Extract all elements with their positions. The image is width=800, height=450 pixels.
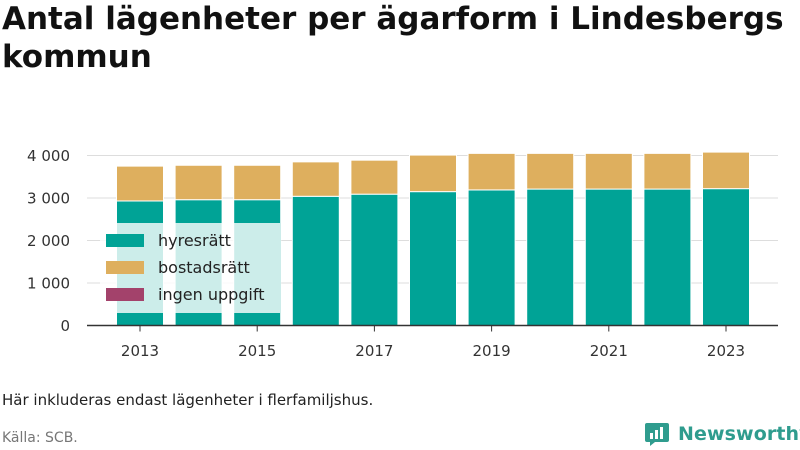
bar-bostadsrätt-2022	[643, 152, 692, 190]
legend-label-hyresrätt: hyresrätt	[158, 231, 231, 250]
y-tick-label: 1 000	[27, 275, 70, 293]
x-tick-label: 2021	[590, 342, 628, 360]
bar-bostadsrätt-2023	[702, 151, 750, 190]
bar-bostadsrätt-2013	[116, 165, 164, 202]
bar-hyresrätt-2018	[409, 191, 457, 326]
newsworthy-logo-icon	[645, 423, 669, 446]
x-tick-label: 2017	[355, 342, 393, 360]
legend-swatch-ingen-uppgift	[106, 288, 144, 301]
axes: 0 1 000 2 000 3 000 4 000 2013 2015 2017 2019 202…	[27, 147, 778, 360]
bar-bostadsrätt-2020	[526, 152, 575, 190]
x-tick-label: 2013	[121, 342, 159, 360]
bar-bostadsrätt-2019	[467, 152, 516, 191]
bar-hyresrätt-2017	[350, 193, 399, 326]
brand-name: Newsworthy	[678, 423, 800, 445]
y-tick-label: 3 000	[27, 190, 70, 208]
legend-label-bostadsrätt: bostadsrätt	[158, 258, 250, 277]
x-tick-label: 2015	[238, 342, 276, 360]
legend: hyresrätt bostadsrätt ingen uppgift	[100, 223, 280, 313]
legend-swatch-hyresrätt	[106, 234, 144, 247]
brand-logo: Newsworthy	[644, 420, 800, 448]
bar-hyresrätt-2016	[291, 195, 340, 326]
source-text: Källa: SCB.	[2, 430, 78, 446]
bar-hyresrätt-2021	[584, 188, 633, 326]
bar-bostadsrätt-2016	[291, 161, 340, 197]
bar-bostadsrätt-2018	[409, 154, 457, 193]
bar-hyresrätt-2020	[526, 188, 575, 326]
bar-hyresrätt-2019	[467, 189, 516, 326]
x-tick-label: 2019	[473, 342, 511, 360]
chart-note: Här inkluderas endast lägenheter i flerf…	[2, 391, 374, 409]
bar-bostadsrätt-2015	[233, 164, 282, 201]
bar-hyresrätt-2023	[702, 188, 750, 326]
chart-title: Antal lägenheter per ägarform i Lindesbe…	[2, 1, 784, 75]
legend-swatch-bostadsrätt	[106, 261, 144, 274]
y-tick-label: 4 000	[27, 147, 70, 165]
x-tick-label: 2023	[707, 342, 745, 360]
legend-label-ingen-uppgift: ingen uppgift	[158, 285, 265, 304]
bar-bostadsrätt-2021	[584, 152, 633, 190]
bar-hyresrätt-2022	[643, 188, 692, 326]
y-tick-label: 2 000	[27, 232, 70, 250]
bar-bostadsrätt-2014	[174, 164, 223, 201]
bar-bostadsrätt-2017	[350, 159, 399, 195]
y-tick-label: 0	[60, 317, 70, 335]
